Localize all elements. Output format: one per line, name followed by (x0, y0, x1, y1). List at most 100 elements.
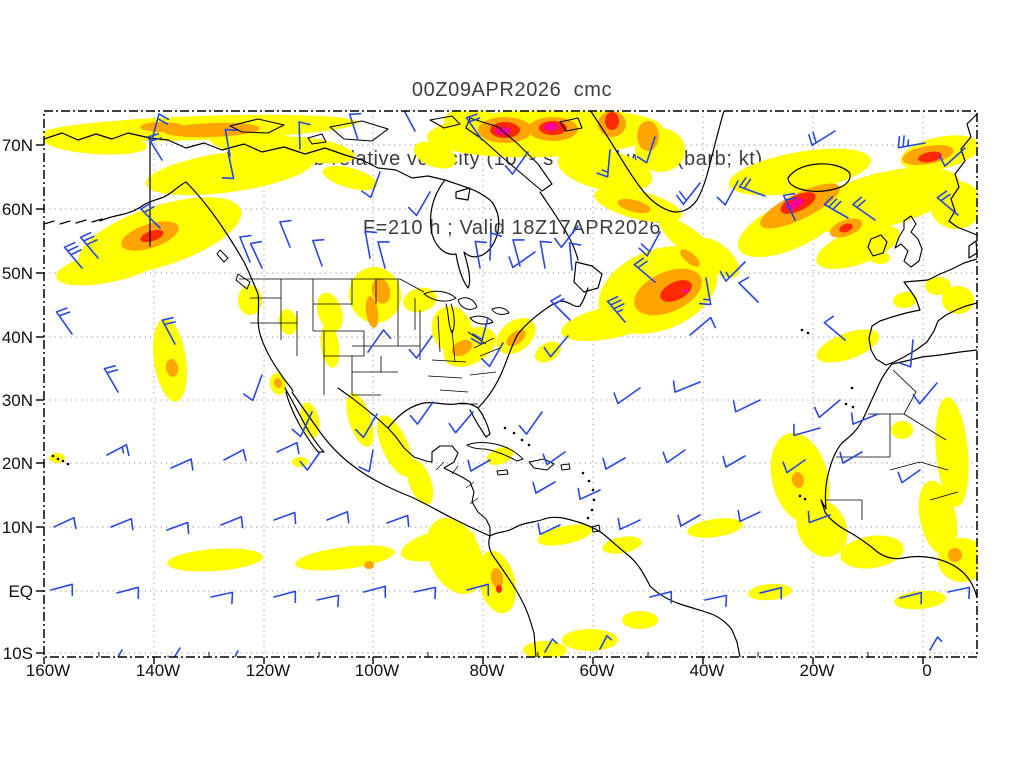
vorticity-contour (918, 151, 942, 163)
vorticity-contour (637, 121, 659, 151)
wind-barb (273, 511, 297, 525)
wind-barb (689, 316, 717, 336)
island-dot (800, 328, 804, 332)
coastline (429, 179, 500, 289)
wind-barb (793, 423, 821, 437)
wind-barb (912, 382, 938, 405)
wind-barb (633, 257, 656, 283)
wind-barb (596, 149, 611, 178)
vorticity-contour (413, 141, 457, 169)
vorticity-contour (364, 561, 374, 569)
wind-barb (636, 136, 656, 164)
wind-barb (532, 481, 556, 494)
coastline (488, 516, 741, 657)
wind-barb (273, 590, 297, 604)
vorticity-contour (265, 136, 355, 164)
island-dot (512, 431, 516, 435)
island-dot (851, 405, 855, 409)
wind-barb (106, 443, 130, 457)
coastline (466, 442, 601, 533)
wind-barb (167, 647, 181, 657)
wind-barb (704, 594, 728, 608)
wind-barb (613, 387, 641, 405)
wind-barb (539, 240, 553, 269)
island-dot (591, 488, 595, 492)
wind-barb (936, 190, 959, 216)
wind-barb (239, 234, 252, 263)
wind-barb (448, 411, 474, 434)
wind-barb (577, 487, 601, 501)
wind-barb (606, 295, 626, 323)
coastline (44, 132, 446, 247)
wind-barb (929, 636, 943, 651)
island-dot (586, 516, 590, 520)
wind-barb (161, 316, 177, 345)
wind-barb (897, 469, 921, 484)
wind-barb (140, 202, 161, 229)
coastline (868, 258, 977, 366)
lon-label: 40W (690, 661, 725, 680)
coastline (284, 387, 491, 537)
wind-barb (602, 457, 626, 470)
island-dot (520, 438, 524, 442)
wind-barb (79, 231, 99, 259)
vorticity-contour (622, 611, 658, 629)
wind-barb (465, 113, 483, 141)
wind-barb (55, 307, 73, 335)
island-dot (503, 426, 507, 430)
vorticity-contour (840, 535, 904, 569)
lat-label: 40N (2, 328, 33, 347)
vorticity-contour (451, 339, 473, 357)
lat-label: 30N (2, 391, 33, 410)
vorticity-contour (687, 518, 743, 538)
vorticity-contour (523, 641, 567, 657)
wind-barb (649, 590, 673, 604)
vorticity-contour (167, 548, 263, 572)
island-dot (527, 443, 531, 447)
vorticity-contour (804, 167, 960, 233)
wind-barb (568, 242, 582, 271)
wind-barb (544, 638, 558, 653)
wind-barb (677, 514, 701, 527)
island-dot (581, 471, 585, 475)
vorticity-contour (365, 296, 379, 328)
wind-barb (408, 335, 433, 359)
vorticity-contour (918, 480, 958, 556)
vorticity-contour (816, 329, 880, 363)
wind-barb (676, 182, 701, 206)
wind-barb (599, 635, 613, 650)
lon-label: 120W (246, 661, 290, 680)
vorticity-contour (605, 112, 619, 130)
wind-barb (823, 315, 846, 341)
vorticity-contour (930, 181, 977, 229)
wind-barb (298, 121, 311, 150)
lat-label: 10S (3, 644, 33, 663)
wind-barb (409, 401, 434, 425)
map-area (44, 111, 977, 657)
vorticity-contour (140, 229, 164, 243)
wind-barb (276, 441, 300, 455)
island-dot (850, 386, 854, 390)
vorticity-contour (486, 447, 514, 465)
wind-barb (146, 133, 163, 161)
wind-barb (354, 413, 378, 439)
wind-barb (480, 342, 504, 368)
vorticity-contour (942, 286, 974, 314)
vorticity-contour (557, 148, 653, 192)
wind-barb (210, 591, 234, 605)
lon-label: 60W (580, 661, 615, 680)
wind-barb (698, 277, 712, 306)
wind-barb (291, 411, 313, 438)
wind-barb (719, 261, 746, 282)
island-dot (592, 498, 596, 502)
coastline (44, 181, 294, 392)
vorticity-contour (791, 472, 805, 488)
run-title: 00Z09APR2026 cmc (411, 79, 613, 101)
wind-barb (470, 317, 489, 345)
wind-barb (759, 586, 783, 600)
wind-barb (897, 135, 926, 149)
wind-barb (738, 276, 759, 303)
wind-barb (386, 514, 410, 528)
